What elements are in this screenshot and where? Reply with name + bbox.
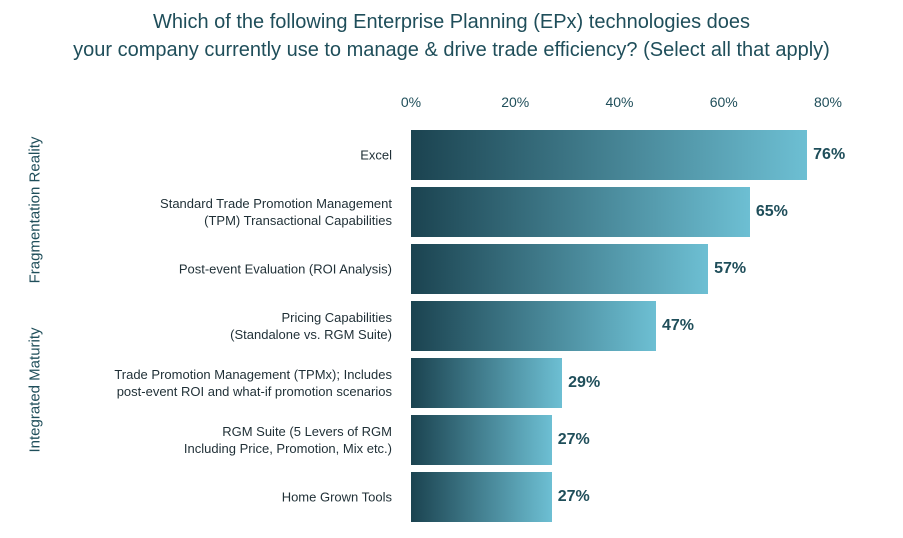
category-label: Trade Promotion Management (TPMx); Inclu… bbox=[114, 367, 392, 399]
category-label: Home Grown Tools bbox=[281, 489, 392, 505]
value-label: 47% bbox=[661, 317, 695, 334]
value-label: 27% bbox=[557, 431, 590, 448]
bar bbox=[411, 187, 750, 237]
bar bbox=[411, 130, 808, 180]
group-label: Integrated Maturity bbox=[26, 327, 44, 453]
x-tick-label: 80% bbox=[813, 94, 843, 110]
bar bbox=[411, 472, 552, 522]
x-tick-label: 20% bbox=[501, 94, 530, 110]
category-label: Excel bbox=[360, 147, 392, 163]
group-label: Fragmentation Reality bbox=[26, 136, 44, 284]
value-label: 29% bbox=[568, 374, 601, 391]
category-label: Post-event Evaluation (ROI Analysis) bbox=[178, 261, 392, 277]
bar bbox=[411, 358, 563, 408]
value-label: 65% bbox=[755, 203, 788, 220]
x-tick-label: 60% bbox=[709, 94, 738, 110]
chart-title: Which of the following Enterprise Planni… bbox=[73, 11, 830, 61]
bar bbox=[411, 415, 552, 465]
value-label: 76% bbox=[813, 146, 846, 163]
value-label: 57% bbox=[714, 260, 747, 277]
category-label: Pricing Capabilities (Standalone vs. RGM… bbox=[230, 310, 392, 342]
value-label: 27% bbox=[557, 488, 590, 505]
bar bbox=[411, 244, 709, 294]
x-tick-label: 40% bbox=[605, 94, 634, 110]
bar bbox=[411, 301, 656, 351]
category-label: Standard Trade Promotion Management (TPM… bbox=[160, 196, 392, 228]
x-tick-label: 0% bbox=[400, 94, 422, 110]
category-label: RGM Suite (5 Levers of RGM Including Pri… bbox=[183, 424, 392, 456]
